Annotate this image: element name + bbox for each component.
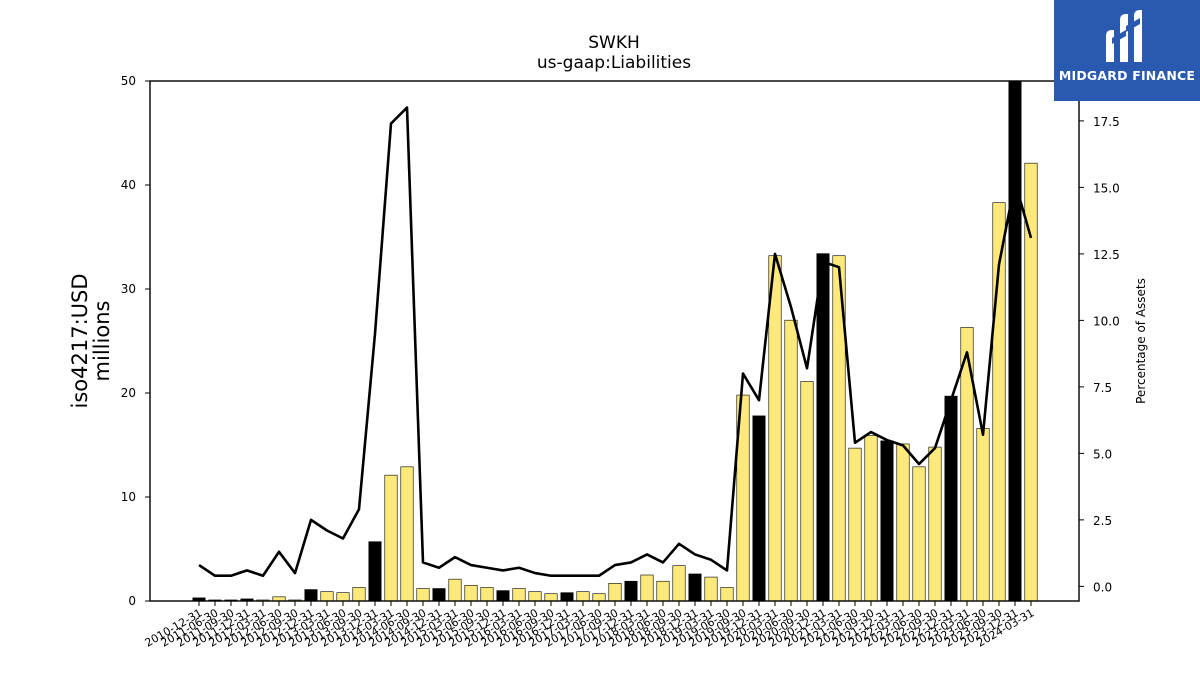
y2-tick-label: 5.0: [1093, 447, 1112, 461]
bar: [608, 583, 622, 601]
y-tick-label: 50: [121, 74, 136, 88]
y2-tick-label: 2.5: [1093, 514, 1112, 528]
y-tick-label: 40: [121, 178, 136, 192]
bar: [832, 255, 846, 601]
bar: [416, 588, 430, 601]
bar: [848, 447, 862, 601]
bar: [576, 591, 590, 601]
y2-tick-label: 10.0: [1093, 314, 1120, 328]
bar: [912, 466, 926, 601]
bar: [336, 592, 350, 601]
y2-tick-label: 17.5: [1093, 115, 1120, 129]
bar: [496, 590, 510, 601]
bar: [688, 573, 702, 601]
bar: [816, 253, 830, 601]
bar: [768, 255, 782, 601]
bar: [960, 327, 974, 601]
bar: [976, 428, 990, 601]
bar: [928, 446, 942, 601]
bar: [656, 580, 670, 601]
bar: [704, 576, 718, 601]
bar: [432, 588, 446, 601]
bar: [320, 591, 334, 601]
bar: [672, 565, 686, 601]
bar: [464, 585, 478, 601]
bar: [880, 440, 894, 601]
y-tick-label: 30: [121, 282, 136, 296]
bar: [720, 587, 734, 601]
y2-tick-label: 7.5: [1093, 381, 1112, 395]
bar: [528, 591, 542, 601]
bar: [560, 592, 574, 601]
brand-logo: MIDGARD FINANCE: [1054, 0, 1200, 101]
y2-axis-label: Percentage of Assets: [1134, 278, 1148, 404]
bar: [864, 435, 878, 601]
y-axis-label-line: millions: [90, 301, 114, 382]
y2-tick-label: 0.0: [1093, 580, 1112, 594]
bar: [448, 578, 462, 601]
bar: [624, 580, 638, 601]
bar: [512, 588, 526, 601]
bar: [640, 574, 654, 601]
bar: [1008, 81, 1022, 601]
y-axis-label: iso4217:USDmillions: [68, 273, 114, 408]
bar: [944, 395, 958, 601]
bar: [400, 466, 414, 601]
bar: [192, 597, 206, 601]
y2-tick-label: 15.0: [1093, 181, 1120, 195]
y-tick-label: 0: [128, 594, 136, 608]
bar: [480, 587, 494, 601]
y-tick-label: 10: [121, 490, 136, 504]
chart-title: SWKH: [588, 33, 640, 53]
bar: [368, 541, 382, 601]
bar: [896, 443, 910, 601]
bar: [384, 474, 398, 601]
percentage-line: [198, 106, 1033, 578]
y-axis-label-line: iso4217:USD: [68, 273, 92, 408]
y-tick-label: 20: [121, 386, 136, 400]
bar: [544, 593, 558, 601]
chart-subtitle: us-gaap:Liabilities: [537, 53, 691, 73]
bar: [352, 587, 366, 601]
brand-name: MIDGARD FINANCE: [1058, 68, 1196, 83]
midgard-logo-icon: [1106, 10, 1142, 62]
bar: [304, 589, 318, 601]
bar: [592, 593, 606, 601]
bar: [784, 319, 798, 601]
bar: [272, 596, 286, 601]
y2-tick-label: 12.5: [1093, 248, 1120, 262]
bar: [1024, 162, 1038, 601]
bar: [800, 381, 814, 601]
bar: [752, 415, 766, 601]
